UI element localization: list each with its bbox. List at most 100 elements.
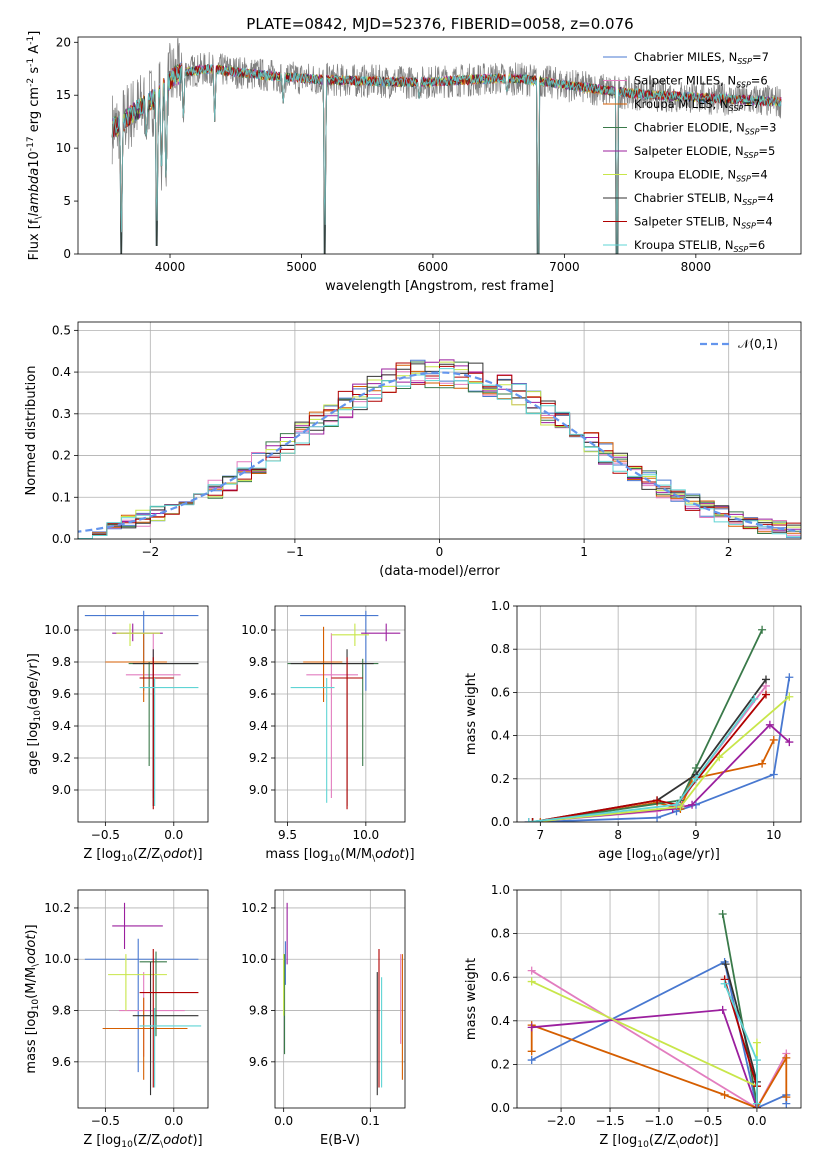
label-part: 10 xyxy=(637,1140,649,1150)
label-part: Z [log xyxy=(599,1133,637,1148)
legend-label: Kroupa MILES, NSSP=7 xyxy=(634,97,760,113)
y-tick-label: 5 xyxy=(63,194,71,208)
legend-count: =5 xyxy=(758,144,775,158)
y-tick-label: 9.0 xyxy=(52,783,71,797)
legend-text: Kroupa MILES, N xyxy=(634,97,729,111)
mass-weight-marker xyxy=(536,818,545,822)
label-part: mass [log xyxy=(24,1010,39,1073)
legend-label: Salpeter MILES, NSSP=6 xyxy=(634,74,768,90)
panel-mass-vs-Z: −0.5 0.09.69.810.010.2Z [log10(Z/Z\odot)]… xyxy=(24,889,209,1150)
legend-label: Chabrier MILES, NSSP=7 xyxy=(634,50,769,66)
y-tick-label: 0.0 xyxy=(491,815,510,829)
legend-subscript: SSP xyxy=(742,198,757,207)
x-axis-label: E(B-V) xyxy=(320,1133,360,1148)
legend-text: Kroupa STELIB, N xyxy=(634,238,734,252)
label-part: -2 xyxy=(26,78,36,87)
mass-weight-line-3 xyxy=(532,629,763,822)
label-part: -17 xyxy=(26,136,36,151)
label-part: -1 xyxy=(26,36,36,45)
axes-frame xyxy=(274,889,406,1109)
x-tick-label: −1.0 xyxy=(644,1114,673,1128)
legend-subscript: SSP xyxy=(736,175,751,184)
mass-weight-marker xyxy=(769,735,778,744)
axes-frame xyxy=(516,605,802,823)
label-part: erg cm xyxy=(27,87,42,136)
mass-weight-marker xyxy=(750,694,759,703)
y-tick-label: 9.2 xyxy=(52,751,71,765)
x-tick-label: 0.1 xyxy=(361,1114,380,1128)
y-tick-label: 0.4 xyxy=(52,365,71,379)
x-tick-label: 0.0 xyxy=(164,828,183,842)
label-part: (age/yr)] xyxy=(663,847,720,862)
label-part: (M/M xyxy=(340,847,372,862)
panel-spectrum: 4000 5000 6000 7000 8000 0 5 10 15 20 wavelength [… xyxy=(26,31,802,294)
label-part: (Z/Z xyxy=(133,847,160,862)
x-axis-label: Z [log10(Z/Z\odot)] xyxy=(83,847,202,864)
y-tick-label: 10.0 xyxy=(241,952,268,966)
label-part: \ xyxy=(160,1140,164,1150)
mass-weight-marker xyxy=(668,805,677,814)
plot-area xyxy=(287,610,401,810)
legend-count: =6 xyxy=(751,74,768,88)
axes-frame xyxy=(274,605,406,823)
mass-weight-marker xyxy=(758,625,767,634)
x-tick-label: 5000 xyxy=(286,260,317,274)
legend-text: Salpeter MILES, N xyxy=(634,74,736,88)
plot-area xyxy=(524,625,794,822)
label-part: mass weight xyxy=(464,958,479,1040)
legend-count: =7 xyxy=(752,50,769,64)
y-tick-label: 10.0 xyxy=(241,623,268,637)
x-tick-label: 7 xyxy=(537,828,545,842)
y-tick-label: 0.0 xyxy=(491,1101,510,1115)
legend-text: Salpeter ELODIE, N xyxy=(634,144,744,158)
axes-frame xyxy=(77,889,209,1109)
y-axis-label: mass [log10(M/M\odot)] xyxy=(24,924,41,1073)
legend-text: Salpeter STELIB, N xyxy=(634,215,741,229)
y-tick-label: 20 xyxy=(56,35,71,49)
label-part: Flux [f xyxy=(27,219,42,260)
y-tick-label: 9.2 xyxy=(249,751,268,765)
label-part: )] xyxy=(192,1133,202,1148)
mass-weight-marker xyxy=(527,1047,536,1056)
label-part: Normed distribution xyxy=(24,366,39,496)
x-tick-label: 1 xyxy=(580,545,588,559)
axes-frame xyxy=(77,605,209,823)
y-tick-label: 0.8 xyxy=(491,927,510,941)
mass-weight-marker xyxy=(720,1090,729,1099)
y-tick-label: 9.4 xyxy=(249,719,268,733)
label-part: 10 xyxy=(31,999,41,1011)
mass-weight-marker xyxy=(782,1053,791,1062)
mass-weight-line-4 xyxy=(531,1008,758,1108)
legend-label: Kroupa ELODIE, NSSP=4 xyxy=(634,168,768,184)
y-tick-label: 0.2 xyxy=(491,1057,510,1071)
model-spectrum-8 xyxy=(111,64,782,254)
plot-area xyxy=(283,902,403,1096)
label-part: 10 xyxy=(33,710,43,722)
y-tick-label: 0.8 xyxy=(491,642,510,656)
panel-age-vs-mass: 9.5 10.0 9.0 9.2 9.4 9.6 9.8 10.0 mass [log10(M/… xyxy=(241,605,415,864)
x-axis-label: Z [log10(Z/Z\odot)] xyxy=(599,1133,718,1150)
label-part: ] xyxy=(27,31,42,36)
legend-count: =3 xyxy=(760,121,777,135)
mass-weight-marker xyxy=(720,979,729,988)
y-axis-label: Normed distribution xyxy=(24,366,39,496)
x-tick-label: 0.0 xyxy=(274,1114,293,1128)
legend-subscript: SSP xyxy=(745,128,760,137)
plot-area xyxy=(84,902,202,1096)
mass-weight-marker xyxy=(527,977,536,986)
legend-count: =6 xyxy=(748,238,765,252)
legend-subscript: SSP xyxy=(737,57,752,66)
x-tick-label: 4000 xyxy=(155,260,186,274)
label-part: odot xyxy=(375,847,405,862)
y-axis-label: age [log10(age/yr)] xyxy=(26,653,43,775)
y-tick-label: 9.8 xyxy=(52,1004,71,1018)
y-tick-label: 0.2 xyxy=(491,772,510,786)
label-part: )] xyxy=(404,847,414,862)
y-tick-label: 15 xyxy=(56,88,71,102)
label-part: (M/M xyxy=(24,967,39,999)
legend-text: Kroupa ELODIE, N xyxy=(634,168,736,182)
legend-label: Chabrier STELIB, NSSP=4 xyxy=(634,191,774,207)
label-part: (Z/Z xyxy=(133,1133,160,1148)
plot-area xyxy=(84,610,199,810)
y-tick-label: 0.3 xyxy=(52,407,71,421)
